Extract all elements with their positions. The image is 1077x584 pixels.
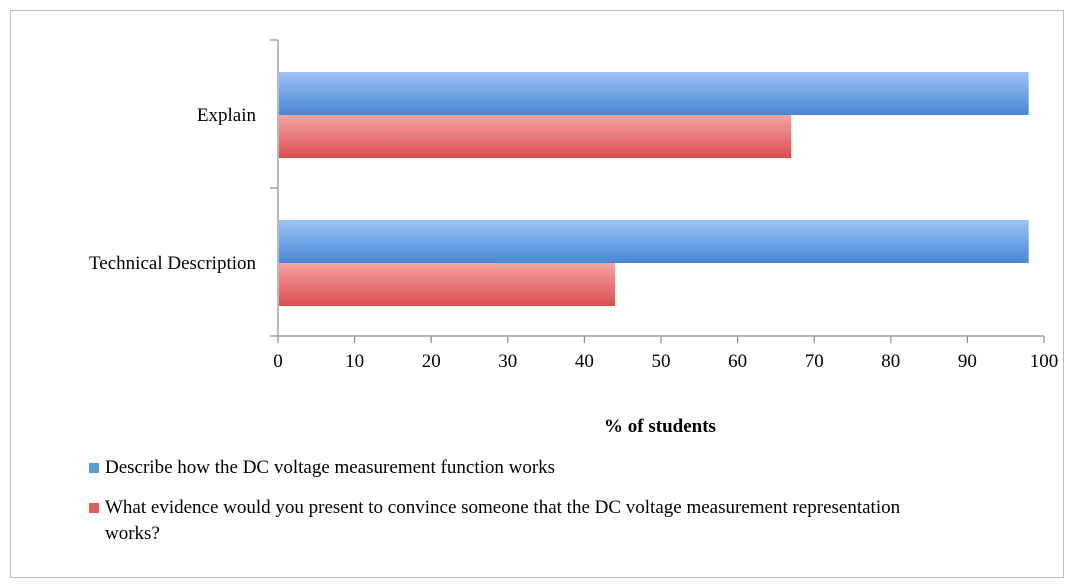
legend-item-series-2: What evidence would you present to convi… bbox=[89, 495, 989, 547]
x-tick-label: 60 bbox=[728, 351, 747, 372]
legend-label-series-2: What evidence would you present to convi… bbox=[105, 497, 901, 544]
y-category-label: Technical Description bbox=[89, 253, 256, 274]
x-tick-label: 20 bbox=[422, 351, 441, 372]
x-tick-label: 80 bbox=[881, 351, 900, 372]
y-category-label: Explain bbox=[197, 105, 257, 126]
x-tick-label: 40 bbox=[575, 351, 594, 372]
x-tick-label: 100 bbox=[1030, 351, 1059, 372]
bar-explain-series-2 bbox=[279, 115, 792, 158]
legend-item-series-1: Describe how the DC voltage measurement … bbox=[89, 455, 989, 481]
x-tick-label: 90 bbox=[958, 351, 977, 372]
bar-technical-description-series-1 bbox=[279, 220, 1029, 263]
x-tick-label: 50 bbox=[652, 351, 671, 372]
x-tick-label: 0 bbox=[273, 351, 283, 372]
legend: Describe how the DC voltage measurement … bbox=[89, 455, 989, 547]
legend-swatch-series-2 bbox=[89, 503, 99, 513]
legend-swatch-series-1 bbox=[89, 463, 99, 473]
x-tick-label: 10 bbox=[345, 351, 364, 372]
bar-technical-description-series-2 bbox=[279, 263, 616, 306]
chart-frame bbox=[10, 10, 1064, 578]
x-tick-label: 70 bbox=[805, 351, 824, 372]
bar-explain-series-1 bbox=[279, 72, 1029, 115]
x-tick-label: 30 bbox=[498, 351, 517, 372]
x-axis-title: % of students bbox=[604, 416, 716, 437]
legend-label-series-1: Describe how the DC voltage measurement … bbox=[105, 457, 556, 478]
